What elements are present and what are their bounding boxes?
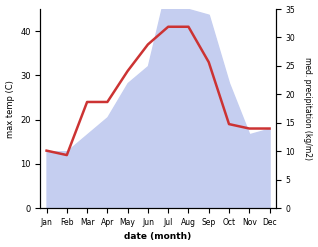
Y-axis label: max temp (C): max temp (C) xyxy=(5,80,15,138)
Y-axis label: med. precipitation (kg/m2): med. precipitation (kg/m2) xyxy=(303,57,313,160)
X-axis label: date (month): date (month) xyxy=(124,232,192,242)
